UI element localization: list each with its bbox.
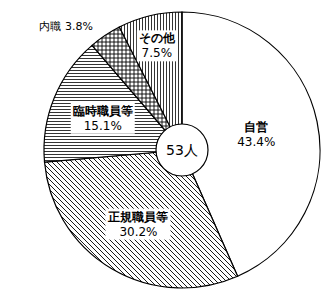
value-label: 7.5% bbox=[142, 46, 173, 60]
slice-outline bbox=[45, 150, 238, 288]
slice-label: その他7.5% bbox=[137, 30, 178, 61]
category-label: 臨時職員等 bbox=[73, 104, 133, 118]
slice-label: 自営43.4% bbox=[237, 120, 275, 149]
value-label: 15.1% bbox=[84, 119, 122, 133]
center-label: 53人 bbox=[166, 142, 198, 158]
category-label: 内職 bbox=[39, 20, 61, 33]
category-label: その他 bbox=[139, 31, 176, 45]
slice-label: 正規職員等30.2% bbox=[105, 209, 170, 240]
value-label: 3.8% bbox=[65, 20, 93, 33]
center-circle bbox=[156, 124, 208, 176]
label-background bbox=[105, 209, 170, 240]
pie-slice bbox=[45, 150, 238, 288]
value-label: 43.4% bbox=[237, 135, 275, 149]
slices bbox=[44, 12, 320, 288]
label-background bbox=[71, 103, 135, 134]
labels: 自営43.4% 正規職員等30.2% 臨時職員等15.1% 内職 3.8% その他7.5% bbox=[39, 20, 275, 239]
pie-chart: 自営43.4% 正規職員等30.2% 臨時職員等15.1% 内職 3.8% その他7.5%… bbox=[0, 0, 326, 304]
label-background bbox=[137, 30, 178, 61]
slice-pattern bbox=[45, 150, 238, 288]
category-label: 正規職員等 bbox=[107, 210, 168, 224]
slice-label: 臨時職員等15.1% bbox=[71, 103, 135, 134]
value-label: 30.2% bbox=[119, 225, 157, 239]
label-text: 内職 3.8% bbox=[39, 20, 93, 33]
category-label: 自営 bbox=[244, 120, 268, 134]
slice-label: 内職 3.8% bbox=[39, 20, 93, 33]
